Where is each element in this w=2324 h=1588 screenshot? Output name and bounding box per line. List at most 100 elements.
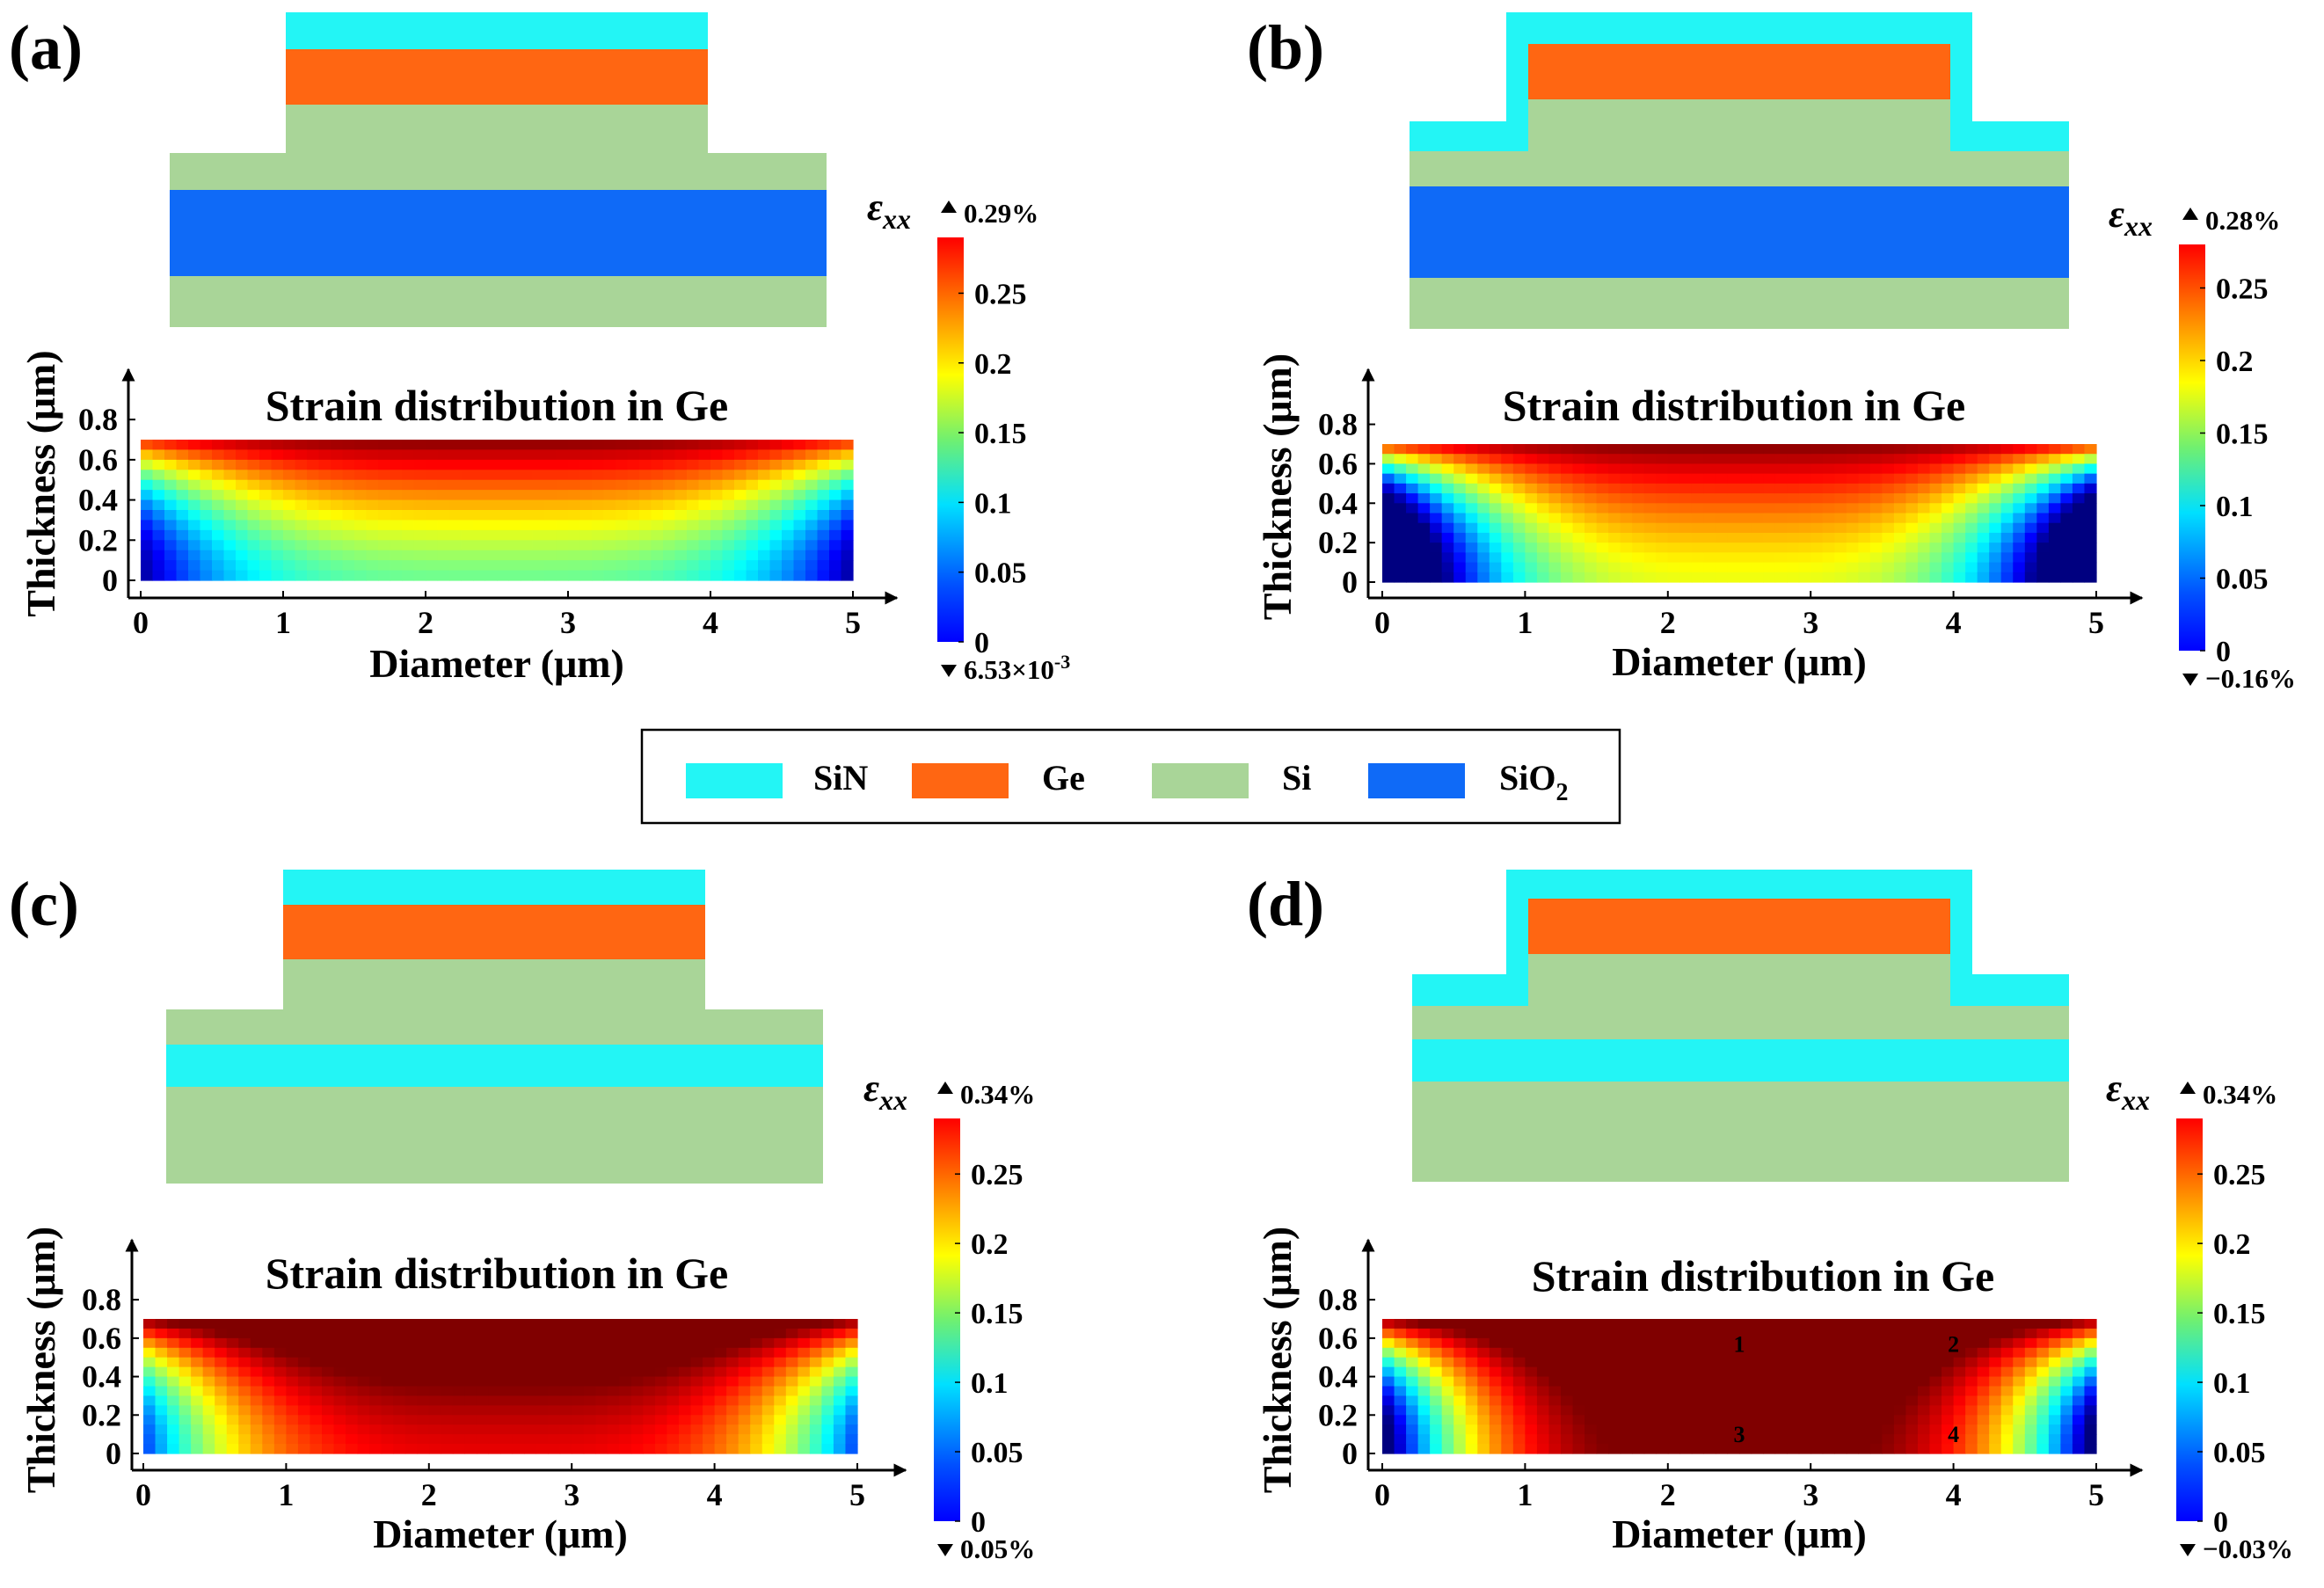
heatmap-cell [390, 540, 403, 551]
heatmap-cell [1679, 473, 1693, 484]
heatmap-cell [200, 540, 213, 551]
heatmap-cell [1905, 483, 1919, 494]
heatmap-cell [2084, 1347, 2097, 1359]
heatmap-cell [188, 490, 201, 501]
heatmap-cell [726, 1444, 739, 1454]
heatmap-cell [1430, 552, 1443, 564]
heatmap-cell [1453, 1386, 1467, 1397]
heatmap-cell [793, 499, 806, 511]
heatmap-cell [1477, 1405, 1490, 1416]
heatmap-cell [619, 1424, 632, 1435]
heatmap-cell [2000, 473, 2014, 484]
heatmap-cell [441, 1347, 454, 1359]
strain-heatmap: 1 23 4 [1382, 1319, 2097, 1454]
symbol-sub: xx [2121, 1084, 2150, 1116]
heatmap-cell [178, 1328, 192, 1339]
heatmap-cell [1989, 1415, 2002, 1425]
heatmap-cell [143, 1319, 157, 1329]
heatmap-cell [544, 560, 557, 572]
heatmap-cell [1656, 1405, 1669, 1416]
heatmap-cell [769, 560, 783, 572]
heatmap-cell [1774, 572, 1788, 583]
heatmap-cell [1667, 1337, 1680, 1349]
heatmap-cell [1430, 522, 1443, 534]
heatmap-cell [1882, 503, 1895, 514]
heatmap-cell [1918, 1424, 1931, 1435]
heatmap-cell [817, 540, 830, 551]
heatmap-cell [750, 1415, 763, 1425]
heatmap-cell [663, 440, 676, 451]
heatmap-cell [1406, 1328, 1419, 1339]
heatmap-cell [651, 520, 664, 531]
heatmap-cell [1822, 572, 1835, 583]
heatmap-cell [1501, 532, 1514, 543]
heatmap-cell [1477, 1357, 1490, 1368]
heatmap-cell [1512, 1328, 1526, 1339]
heatmap-cell [679, 1337, 692, 1349]
heatmap-cell [1977, 1347, 1990, 1359]
heatmap-cell [710, 570, 724, 581]
heatmap-cell [1453, 1376, 1467, 1388]
heatmap-cell [535, 1366, 549, 1378]
heatmap-cell [2024, 1415, 2037, 1425]
x-tick-label: 2 [421, 1477, 437, 1512]
heatmap-cell [833, 1444, 847, 1454]
heatmap-cell [1585, 483, 1598, 494]
heatmap-cell [1869, 1395, 1883, 1406]
heatmap-cell [2036, 513, 2050, 524]
heatmap-cell [821, 1444, 834, 1454]
heatmap-cell [643, 1337, 656, 1349]
heatmap-cell [1893, 503, 1907, 514]
heatmap-cell [703, 1366, 716, 1378]
heatmap-cell [178, 1386, 192, 1397]
heatmap-cell [1989, 503, 2002, 514]
heatmap-cell [734, 560, 747, 572]
heatmap-cell [1608, 1405, 1621, 1416]
heatmap-cell [1965, 1337, 1978, 1349]
heatmap-cell [1679, 1376, 1693, 1388]
heatmap-cell [310, 1424, 323, 1435]
heatmap-cell [1965, 532, 1978, 543]
heatmap-cell [1715, 552, 1729, 564]
heatmap-cell [271, 540, 284, 551]
heatmap-cell [178, 1366, 192, 1378]
colorbar-tick-label: 0.1 [2213, 1367, 2251, 1400]
heatmap-cell [579, 570, 593, 581]
heatmap-cell [464, 1337, 477, 1349]
heatmap-cell [1846, 473, 1859, 484]
heatmap-cell [1965, 1376, 1978, 1388]
heatmap-cell [167, 1395, 180, 1406]
heatmap-cell [143, 1395, 157, 1406]
heatmap-cell [484, 440, 498, 451]
symbol-sub: xx [882, 203, 911, 235]
heatmap-cell [1417, 1347, 1431, 1359]
heatmap-cell [1893, 1395, 1907, 1406]
heatmap-cell [750, 1376, 763, 1388]
heatmap-cell [283, 540, 296, 551]
heatmap-cell [1548, 1376, 1562, 1388]
heatmap-cell [758, 499, 771, 511]
heatmap-cell [532, 560, 545, 572]
heatmap-cell [769, 499, 783, 511]
heatmap-cell [619, 1366, 632, 1378]
heatmap-cell [1489, 1424, 1502, 1435]
heatmap-cell [2060, 552, 2073, 564]
heatmap-cell [262, 1337, 275, 1349]
heatmap-cell [354, 470, 368, 481]
heatmap-cell [734, 459, 747, 470]
heatmap-cell [297, 1386, 311, 1397]
heatmap-cell [417, 1415, 430, 1425]
heatmap-cell [1727, 522, 1740, 534]
y-tick-label: 0.6 [78, 442, 118, 477]
heatmap-cell [592, 529, 605, 541]
heatmap-cell [1394, 1319, 1407, 1329]
heatmap-cell [524, 1395, 537, 1406]
heatmap-cell [1798, 483, 1811, 494]
heatmap-cell [841, 449, 854, 461]
max-triangle-icon [2182, 208, 2198, 220]
heatmap-cell [1942, 1347, 1955, 1359]
heatmap-cell [1394, 1424, 1407, 1435]
heatmap-cell [1536, 522, 1550, 534]
symbol-main: ε [2109, 193, 2124, 236]
heatmap-cell [342, 540, 355, 551]
